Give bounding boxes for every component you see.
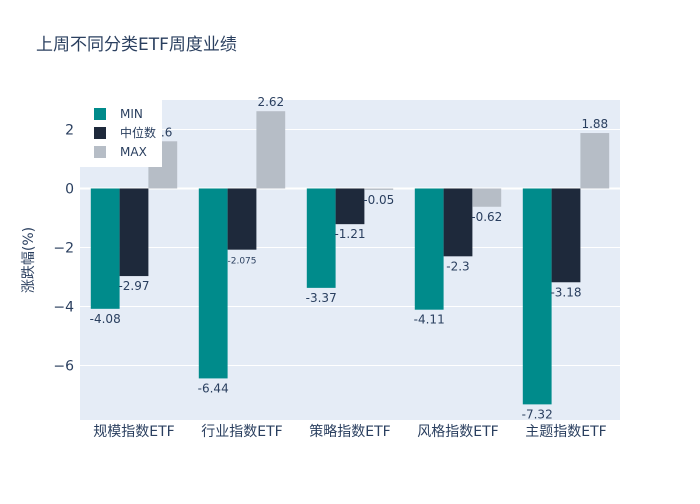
y-tick-label: −2: [53, 240, 74, 256]
x-tick-label: 风格指数ETF: [417, 424, 498, 440]
bar-MIN[interactable]: [306, 188, 336, 288]
data-label: -4.08: [90, 312, 121, 326]
x-tick-label: 行业指数ETF: [201, 424, 282, 440]
legend-swatch: [94, 108, 106, 120]
bar-中位数[interactable]: [335, 188, 365, 225]
legend-label[interactable]: MIN: [120, 107, 143, 121]
bar-MAX[interactable]: [580, 133, 610, 189]
bar-MIN[interactable]: [198, 188, 228, 379]
x-tick-label: 策略指数ETF: [309, 423, 390, 440]
legend-swatch: [94, 127, 106, 139]
legend: MIN 中位数 MAX: [80, 100, 162, 167]
chart-title: 上周不同分类ETF周度业绩: [36, 35, 237, 55]
legend-label[interactable]: MAX: [120, 145, 147, 159]
bar-中位数[interactable]: [443, 188, 473, 257]
bar-中位数[interactable]: [119, 188, 149, 277]
data-label: -1.21: [334, 227, 365, 241]
y-axis-title: 涨跌幅(%): [21, 227, 37, 293]
label-layer: -4.08-2.971.6-6.44-2.0752.62-3.37-1.21-0…: [90, 95, 608, 421]
x-tick-label: 主题指数ETF: [525, 424, 606, 440]
axis-layer: −6 −4 −2 0 2 规模指数ETF 行业指数ETF 策略指数ETF 风格指数ETF 主题指数…: [53, 122, 606, 440]
bar-layer: [90, 111, 610, 405]
y-tick-label: −4: [53, 299, 74, 315]
data-label: -2.97: [118, 279, 149, 293]
data-label: -2.3: [446, 259, 469, 273]
bar-MIN[interactable]: [90, 188, 120, 309]
legend-swatch: [94, 146, 106, 158]
bar-中位数[interactable]: [551, 188, 581, 283]
x-tick-label: 规模指数ETF: [93, 424, 174, 440]
bar-MIN[interactable]: [522, 188, 552, 405]
bar-MAX[interactable]: [256, 111, 286, 189]
bar-MAX[interactable]: [472, 188, 502, 207]
y-tick-label: 0: [65, 181, 74, 197]
data-label: -2.075: [227, 257, 256, 267]
data-label: -3.18: [550, 285, 581, 299]
bar-MAX[interactable]: [364, 188, 394, 190]
data-label: -4.11: [414, 313, 445, 327]
bar-中位数[interactable]: [227, 188, 257, 250]
data-label: -6.44: [198, 381, 229, 395]
data-label: -0.05: [363, 193, 394, 207]
y-tick-label: 2: [65, 122, 74, 138]
bar-MIN[interactable]: [414, 188, 444, 310]
legend-label[interactable]: 中位数: [120, 125, 156, 140]
legend-background: [80, 100, 162, 167]
data-label: -3.37: [306, 291, 337, 305]
data-label: -0.62: [471, 210, 502, 224]
y-tick-label: −6: [53, 358, 74, 374]
data-label: 2.62: [257, 95, 284, 109]
data-label: -7.32: [522, 407, 553, 421]
data-label: 1.88: [581, 117, 608, 131]
